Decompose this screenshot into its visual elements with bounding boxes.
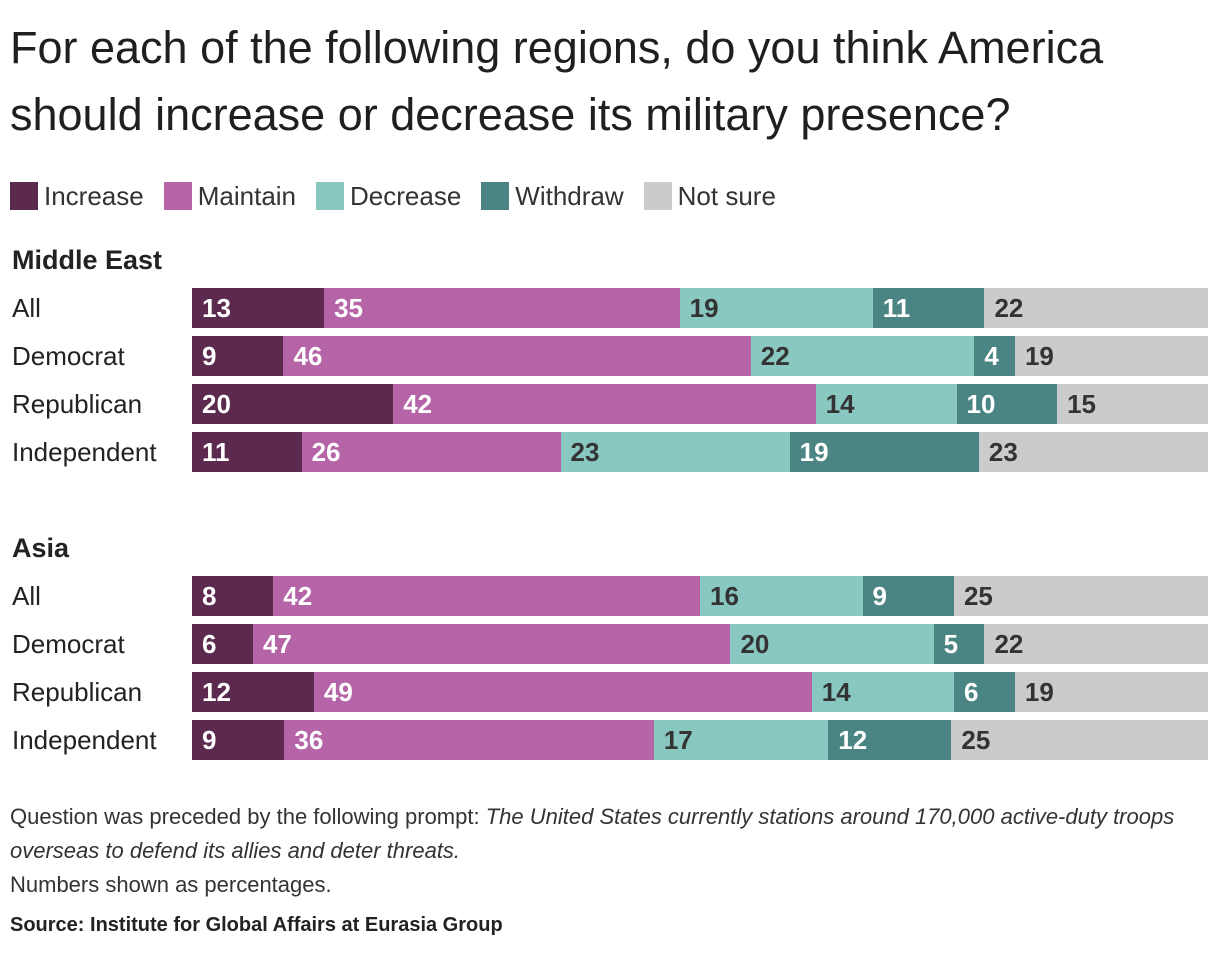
row-label: Republican: [12, 677, 143, 707]
row-label: Democrat: [12, 629, 125, 659]
bar-segment-withdraw: 19: [789, 432, 979, 472]
row-label: Republican: [12, 389, 143, 419]
bar-segment-increase: 9: [192, 720, 285, 760]
legend-swatch: [10, 182, 38, 210]
legend: Increase Maintain Decrease Withdraw Not sure: [10, 180, 796, 212]
bar-segment-withdraw: 5: [933, 624, 985, 664]
bar-segment-decrease: 19: [679, 288, 873, 328]
bar-segment-withdraw: 10: [956, 384, 1058, 424]
bar-segment-maintain: 42: [273, 576, 700, 616]
bar-segment-increase: 6: [192, 624, 253, 664]
stacked-bar: 20 42 14 10 15: [192, 384, 1208, 424]
legend-item-decrease: Decrease: [316, 181, 461, 212]
bar-segment-withdraw: 11: [872, 288, 985, 328]
bar-segment-decrease: 16: [699, 576, 863, 616]
bar-segment-withdraw: 4: [974, 336, 1015, 376]
legend-swatch: [163, 182, 192, 210]
legend-label: Increase: [44, 180, 144, 211]
stacked-bar: 8 42 16 9 25: [192, 576, 1208, 616]
legend-label: Not sure: [677, 180, 776, 211]
legend-label: Decrease: [350, 180, 462, 211]
bar-segment-decrease: 20: [730, 624, 934, 664]
footnote-prompt: The United States currently stations aro…: [10, 804, 1175, 863]
bar-segment-withdraw: 9: [862, 576, 954, 616]
stacked-bar: 9 46 22 4 19: [192, 336, 1208, 376]
bar-segment-decrease: 14: [815, 384, 957, 424]
stacked-bar: 9 36 17 12 25: [192, 720, 1208, 760]
bar-segment-maintain: 49: [313, 672, 812, 712]
bar-segment-not-sure: 15: [1057, 384, 1208, 424]
legend-label: Maintain: [197, 180, 297, 211]
bar-segment-decrease: 23: [560, 432, 790, 472]
bar-segment-increase: 20: [192, 384, 394, 424]
bar-segment-maintain: 26: [301, 432, 561, 472]
bar-segment-not-sure: 19: [1014, 336, 1208, 376]
bar-segment-increase: 13: [192, 288, 325, 328]
bar-segment-withdraw: 12: [828, 720, 952, 760]
bar-segment-decrease: 22: [750, 336, 975, 376]
stacked-bar: 12 49 14 6 19: [192, 672, 1208, 712]
legend-item-not-sure: Not sure: [643, 180, 776, 212]
bar-segment-decrease: 17: [653, 720, 829, 760]
footnote-prefix: Question was preceded by the following p…: [10, 804, 486, 829]
chart-title: For each of the following regions, do yo…: [10, 22, 1104, 140]
bar-segment-maintain: 46: [283, 336, 751, 376]
row-label: Democrat: [12, 341, 125, 371]
source-credit: Source: Institute for Global Affairs at …: [10, 914, 503, 936]
stacked-bar: 6 47 20 5 22: [192, 624, 1208, 664]
row-label: Independent: [12, 725, 157, 755]
bar-segment-maintain: 35: [324, 288, 680, 328]
bar-segment-maintain: 42: [393, 384, 816, 424]
footnote: Question was preceded by the following p…: [10, 800, 1200, 902]
bar-segment-maintain: 36: [284, 720, 654, 760]
row-label: All: [12, 293, 41, 323]
legend-swatch: [481, 182, 510, 210]
legend-swatch: [316, 182, 345, 210]
bar-segment-not-sure: 25: [951, 720, 1208, 760]
row-label: All: [12, 581, 41, 611]
bar-segment-not-sure: 22: [984, 624, 1208, 664]
section-title: Asia: [12, 533, 70, 563]
legend-swatch: [643, 182, 672, 210]
section-title: Middle East: [12, 245, 163, 275]
bar-segment-not-sure: 19: [1014, 672, 1208, 712]
bar-segment-decrease: 14: [811, 672, 954, 712]
legend-item-increase: Increase: [10, 181, 144, 212]
bar-segment-increase: 11: [192, 432, 302, 472]
legend-label: Withdraw: [515, 180, 624, 211]
bar-segment-increase: 9: [192, 336, 284, 376]
bar-segment-not-sure: 25: [953, 576, 1208, 616]
legend-item-withdraw: Withdraw: [481, 180, 624, 212]
stacked-bar: 11 26 23 19 23: [192, 432, 1208, 472]
bar-segment-not-sure: 23: [978, 432, 1208, 472]
bar-segment-not-sure: 22: [984, 288, 1208, 328]
legend-item-maintain: Maintain: [163, 180, 297, 212]
stacked-bar: 13 35 19 11 22: [192, 288, 1208, 328]
bar-segment-withdraw: 6: [953, 672, 1015, 712]
row-label: Independent: [12, 437, 157, 467]
bar-segment-increase: 8: [192, 576, 274, 616]
footnote-units: Numbers shown as percentages.: [10, 872, 332, 897]
bar-segment-increase: 12: [192, 672, 314, 712]
bar-segment-maintain: 47: [252, 624, 731, 664]
